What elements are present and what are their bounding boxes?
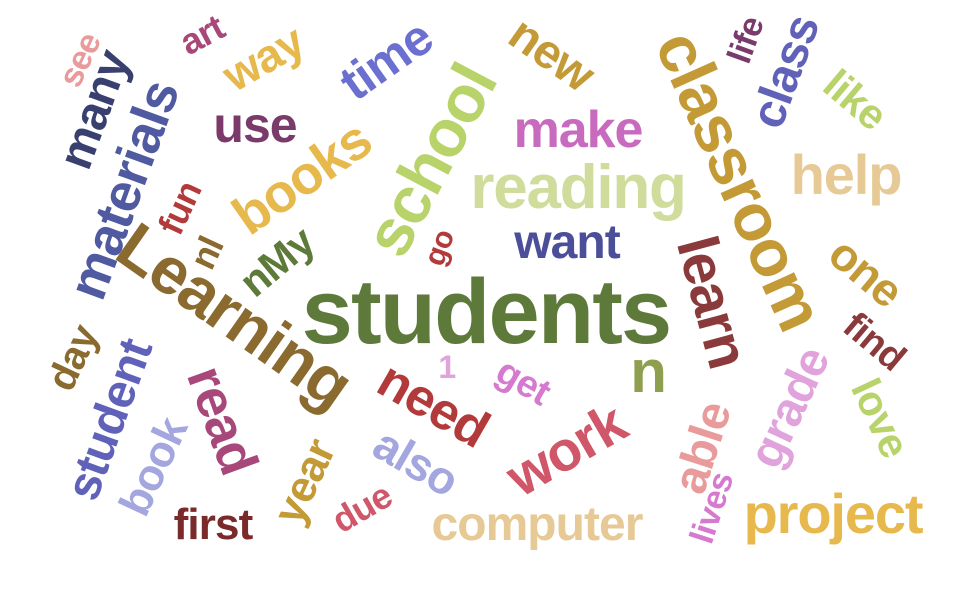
word-find: find [834, 304, 914, 380]
word-grade: grade [738, 339, 841, 477]
word-reading: reading [470, 153, 687, 222]
word-read: read [175, 358, 269, 482]
word-new: new [499, 6, 604, 103]
word-project: project [743, 482, 924, 545]
word-use: use [213, 97, 297, 153]
word-students: students [301, 261, 672, 363]
word-make: make [513, 101, 644, 159]
word-love: love [842, 371, 919, 465]
word-n: n [630, 338, 667, 405]
word-1: 1 [438, 349, 456, 385]
word-due: due [324, 474, 399, 541]
word-first: first [173, 500, 254, 549]
word-way: way [213, 14, 313, 102]
word-work: work [495, 390, 637, 509]
word-want: want [514, 216, 620, 269]
word-like: like [814, 60, 896, 140]
word-help: help [790, 143, 903, 206]
word-computer: computer [431, 498, 643, 551]
